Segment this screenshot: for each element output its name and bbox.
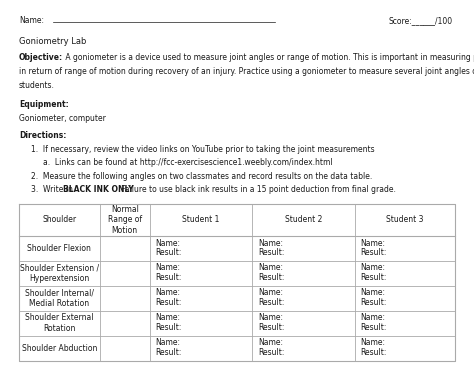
Text: Equipment:: Equipment: bbox=[19, 100, 69, 109]
Text: Name:: Name: bbox=[360, 338, 385, 347]
Text: Result:: Result: bbox=[155, 273, 182, 283]
Text: 1.  If necessary, review the video links on YouTube prior to taking the joint me: 1. If necessary, review the video links … bbox=[31, 145, 374, 154]
Text: Directions:: Directions: bbox=[19, 131, 66, 141]
Text: Result:: Result: bbox=[258, 298, 284, 307]
Text: Name:: Name: bbox=[360, 313, 385, 322]
Text: Name:: Name: bbox=[155, 338, 181, 347]
Text: Student 2: Student 2 bbox=[285, 216, 322, 224]
Text: Name:: Name: bbox=[155, 239, 181, 247]
Text: Normal
Range of
Motion: Normal Range of Motion bbox=[108, 205, 142, 235]
Text: Name:: Name: bbox=[360, 264, 385, 272]
Text: Shoulder Internal/
Medial Rotation: Shoulder Internal/ Medial Rotation bbox=[25, 288, 94, 308]
Text: 3.  Write in: 3. Write in bbox=[31, 185, 75, 194]
Text: Result:: Result: bbox=[258, 249, 284, 258]
Text: Name:: Name: bbox=[155, 288, 181, 297]
Text: Name:: Name: bbox=[155, 313, 181, 322]
Text: Name:: Name: bbox=[258, 338, 283, 347]
Text: Name:: Name: bbox=[258, 288, 283, 297]
Text: Result:: Result: bbox=[258, 273, 284, 283]
Text: Name:: Name: bbox=[19, 16, 44, 26]
Text: Student 1: Student 1 bbox=[182, 216, 220, 224]
Text: Goniometry Lab: Goniometry Lab bbox=[19, 37, 86, 46]
Text: Result:: Result: bbox=[258, 348, 284, 357]
Text: students.: students. bbox=[19, 81, 55, 90]
Text: Name:: Name: bbox=[258, 313, 283, 322]
Text: .  Failure to use black ink results in a 15 point deduction from final grade.: . Failure to use black ink results in a … bbox=[114, 185, 396, 194]
Text: in return of range of motion during recovery of an injury. Practice using a goni: in return of range of motion during reco… bbox=[19, 67, 474, 76]
Text: Result:: Result: bbox=[360, 298, 387, 307]
Text: 2.  Measure the following angles on two classmates and record results on the dat: 2. Measure the following angles on two c… bbox=[31, 172, 372, 181]
Text: Shoulder: Shoulder bbox=[42, 216, 76, 224]
Text: Result:: Result: bbox=[155, 348, 182, 357]
Text: Shoulder Extension /
Hyperextension: Shoulder Extension / Hyperextension bbox=[20, 264, 99, 283]
Text: Result:: Result: bbox=[155, 323, 182, 332]
Text: Result:: Result: bbox=[360, 273, 387, 283]
Text: Name:: Name: bbox=[155, 264, 181, 272]
Text: Shoulder Flexion: Shoulder Flexion bbox=[27, 244, 91, 253]
Text: BLACK INK ONLY: BLACK INK ONLY bbox=[63, 185, 134, 194]
Text: Name:: Name: bbox=[360, 288, 385, 297]
Text: Student 3: Student 3 bbox=[386, 216, 424, 224]
Text: Score:______/100: Score:______/100 bbox=[389, 16, 453, 26]
Text: Name:: Name: bbox=[258, 239, 283, 247]
Text: Result:: Result: bbox=[360, 323, 387, 332]
Text: Objective:: Objective: bbox=[19, 53, 63, 62]
Text: Shoulder External
Rotation: Shoulder External Rotation bbox=[25, 313, 93, 333]
Text: a.  Links can be found at http://fcc-exercisescience1.weebly.com/index.html: a. Links can be found at http://fcc-exer… bbox=[43, 158, 332, 168]
Text: Name:: Name: bbox=[360, 239, 385, 247]
Text: Goniometer, computer: Goniometer, computer bbox=[19, 114, 106, 123]
Text: Result:: Result: bbox=[155, 249, 182, 258]
Text: Name:: Name: bbox=[258, 264, 283, 272]
Text: Result:: Result: bbox=[155, 298, 182, 307]
Text: Result:: Result: bbox=[360, 249, 387, 258]
Text: A goniometer is a device used to measure joint angles or range of motion. This i: A goniometer is a device used to measure… bbox=[63, 53, 474, 62]
Text: Shoulder Abduction: Shoulder Abduction bbox=[22, 344, 97, 352]
Text: Result:: Result: bbox=[258, 323, 284, 332]
Text: Result:: Result: bbox=[360, 348, 387, 357]
